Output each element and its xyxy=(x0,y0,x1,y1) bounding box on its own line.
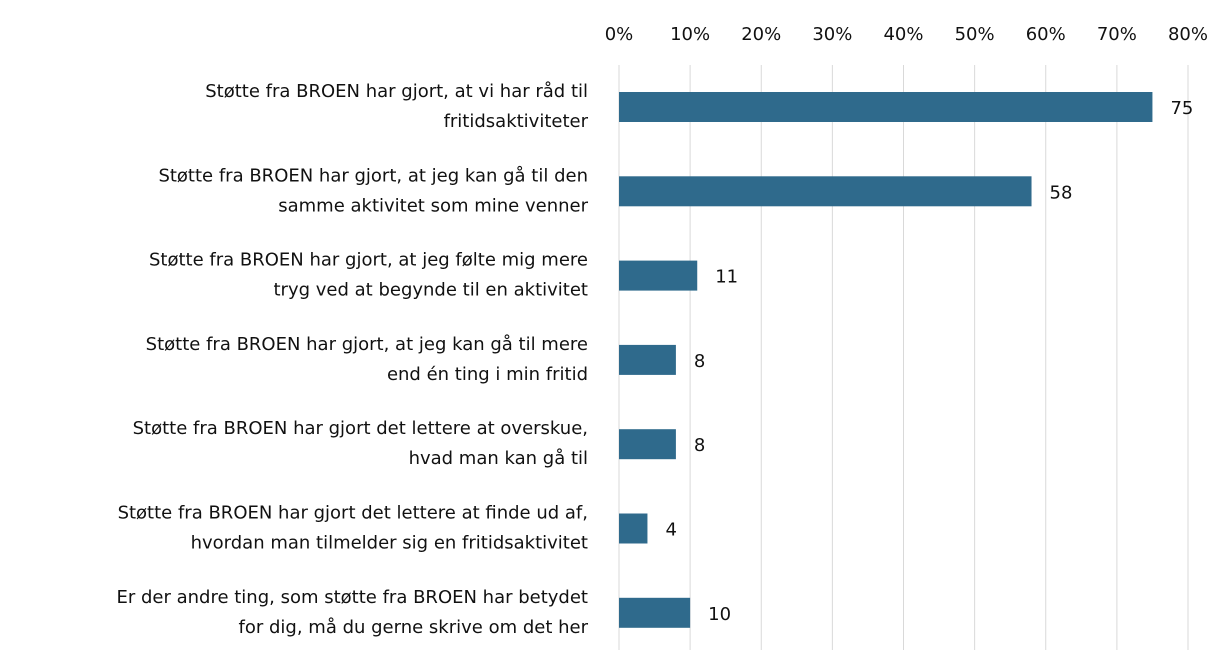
x-tick-label: 60% xyxy=(1026,24,1066,45)
x-tick-label: 10% xyxy=(670,24,710,45)
y-tick-label: hvordan man tilmelder sig en fritidsakti… xyxy=(191,533,588,554)
bar xyxy=(619,260,698,291)
data-label: 58 xyxy=(1050,182,1073,203)
y-tick-label: Støtte fra BROEN har gjort, at jeg følte… xyxy=(149,250,588,271)
y-tick-label: Støtte fra BROEN har gjort, at vi har rå… xyxy=(205,81,588,102)
x-tick-label: 0% xyxy=(605,24,634,45)
y-tick-label: Støtte fra BROEN har gjort det lettere a… xyxy=(133,418,588,439)
bar xyxy=(619,429,676,460)
y-tick-label: end én ting i min fritid xyxy=(387,364,588,385)
x-tick-label: 30% xyxy=(812,24,852,45)
y-tick-label: for dig, må du gerne skrive om det her xyxy=(239,617,589,638)
bar xyxy=(619,92,1153,122)
y-tick-label: hvad man kan gå til xyxy=(409,448,588,469)
bar xyxy=(619,176,1032,207)
y-tick-label: Støtte fra BROEN har gjort, at jeg kan g… xyxy=(146,334,588,355)
bar xyxy=(619,597,691,628)
x-tick-label: 70% xyxy=(1097,24,1137,45)
x-tick-label: 40% xyxy=(883,24,923,45)
data-label: 8 xyxy=(694,351,705,372)
data-label: 11 xyxy=(715,267,738,288)
data-label: 75 xyxy=(1170,98,1193,119)
y-tick-label: samme aktivitet som mine venner xyxy=(278,195,588,216)
data-label: 10 xyxy=(708,604,731,625)
y-tick-label: fritidsaktiviteter xyxy=(444,111,589,132)
bar xyxy=(619,513,648,544)
y-tick-label: tryg ved at begynde til en aktivitet xyxy=(274,280,589,301)
y-tick-label: Støtte fra BROEN har gjort, at jeg kan g… xyxy=(158,165,588,186)
y-tick-label: Er der andre ting, som støtte fra BROEN … xyxy=(116,587,588,608)
data-label: 8 xyxy=(694,435,705,456)
x-tick-label: 20% xyxy=(741,24,781,45)
x-tick-label: 80% xyxy=(1168,24,1208,45)
x-tick-label: 50% xyxy=(955,24,995,45)
y-tick-label: Støtte fra BROEN har gjort det lettere a… xyxy=(118,503,588,524)
bar xyxy=(619,344,676,375)
data-label: 4 xyxy=(665,520,676,541)
